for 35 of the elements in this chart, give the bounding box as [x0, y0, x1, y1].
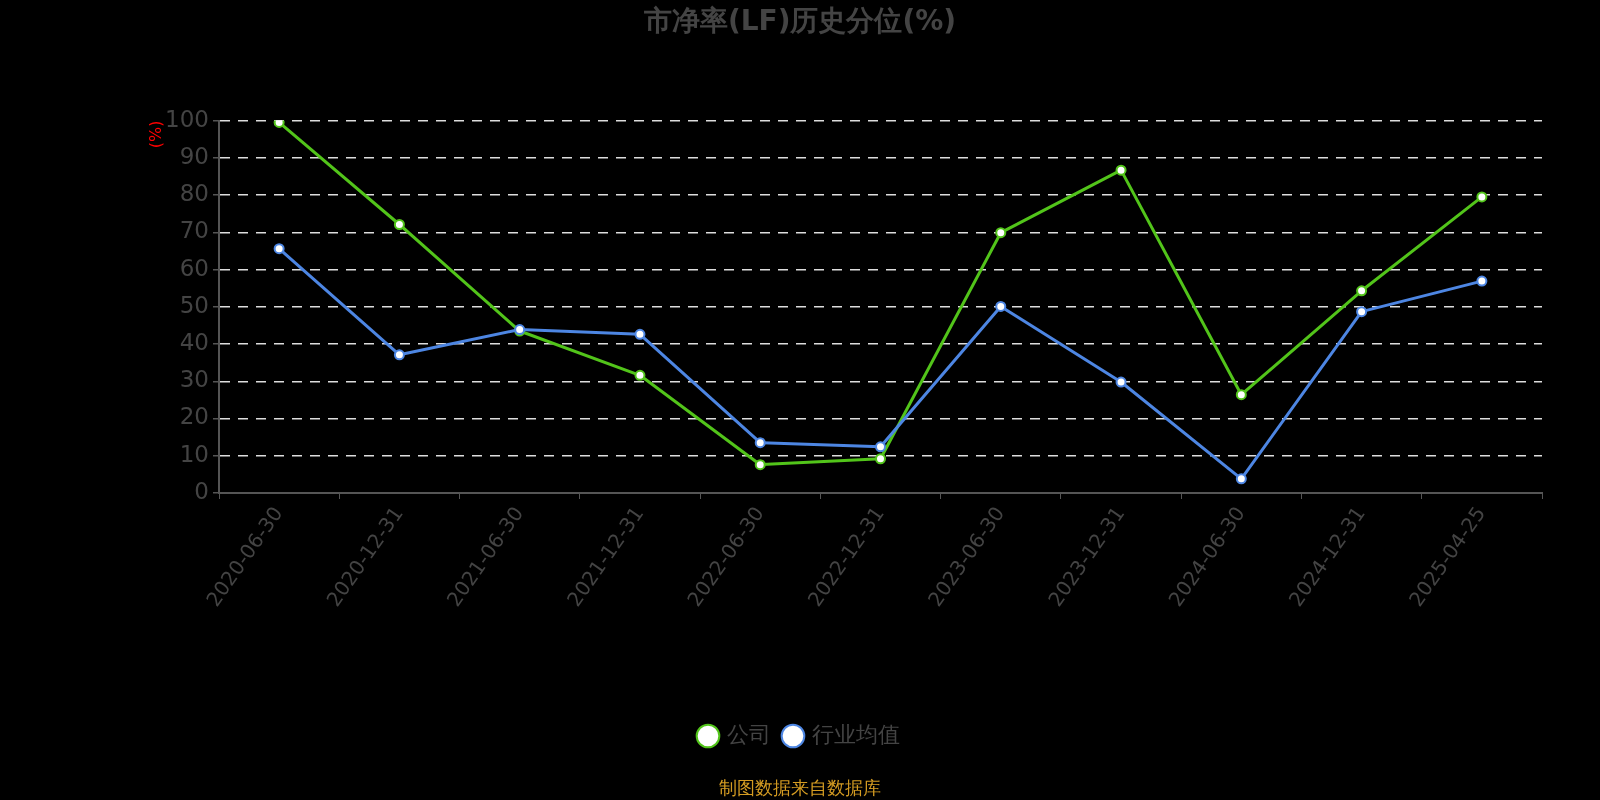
y-tick-label: 30	[179, 366, 209, 393]
point	[1356, 285, 1368, 297]
legend-label: 公司	[727, 721, 771, 747]
y-tick-label: 40	[179, 329, 209, 356]
point	[1235, 389, 1247, 401]
point	[1476, 191, 1488, 203]
chart-title: 市净率(LF)历史分位(%)	[642, 4, 957, 38]
point	[875, 453, 886, 465]
y-axis-title: (%)	[145, 120, 165, 149]
point	[393, 349, 405, 361]
point	[634, 369, 646, 381]
point	[875, 441, 886, 453]
y-tick-label: 20	[179, 403, 209, 430]
point	[995, 227, 1007, 239]
y-tick-label: 50	[179, 291, 209, 318]
point	[995, 300, 1007, 312]
point	[1235, 473, 1247, 485]
y-tick-label: 60	[179, 254, 209, 281]
y-tick-label: 90	[179, 142, 209, 169]
y-tick-label: 10	[179, 440, 209, 467]
point	[273, 243, 285, 255]
y-tick-label: 100	[165, 105, 209, 132]
y-tick-label: 0	[194, 477, 209, 504]
y-tick-label: 70	[179, 217, 209, 244]
point	[1115, 376, 1127, 388]
point	[754, 437, 766, 449]
point	[1115, 164, 1127, 176]
point	[393, 219, 405, 230]
text: 制图数据来自数据库	[718, 777, 882, 799]
point	[754, 459, 766, 471]
point	[1476, 275, 1488, 287]
legend-label: 行业均值	[812, 721, 900, 747]
y-tick-label: 80	[179, 180, 209, 207]
point	[634, 328, 646, 340]
point	[1356, 306, 1368, 318]
